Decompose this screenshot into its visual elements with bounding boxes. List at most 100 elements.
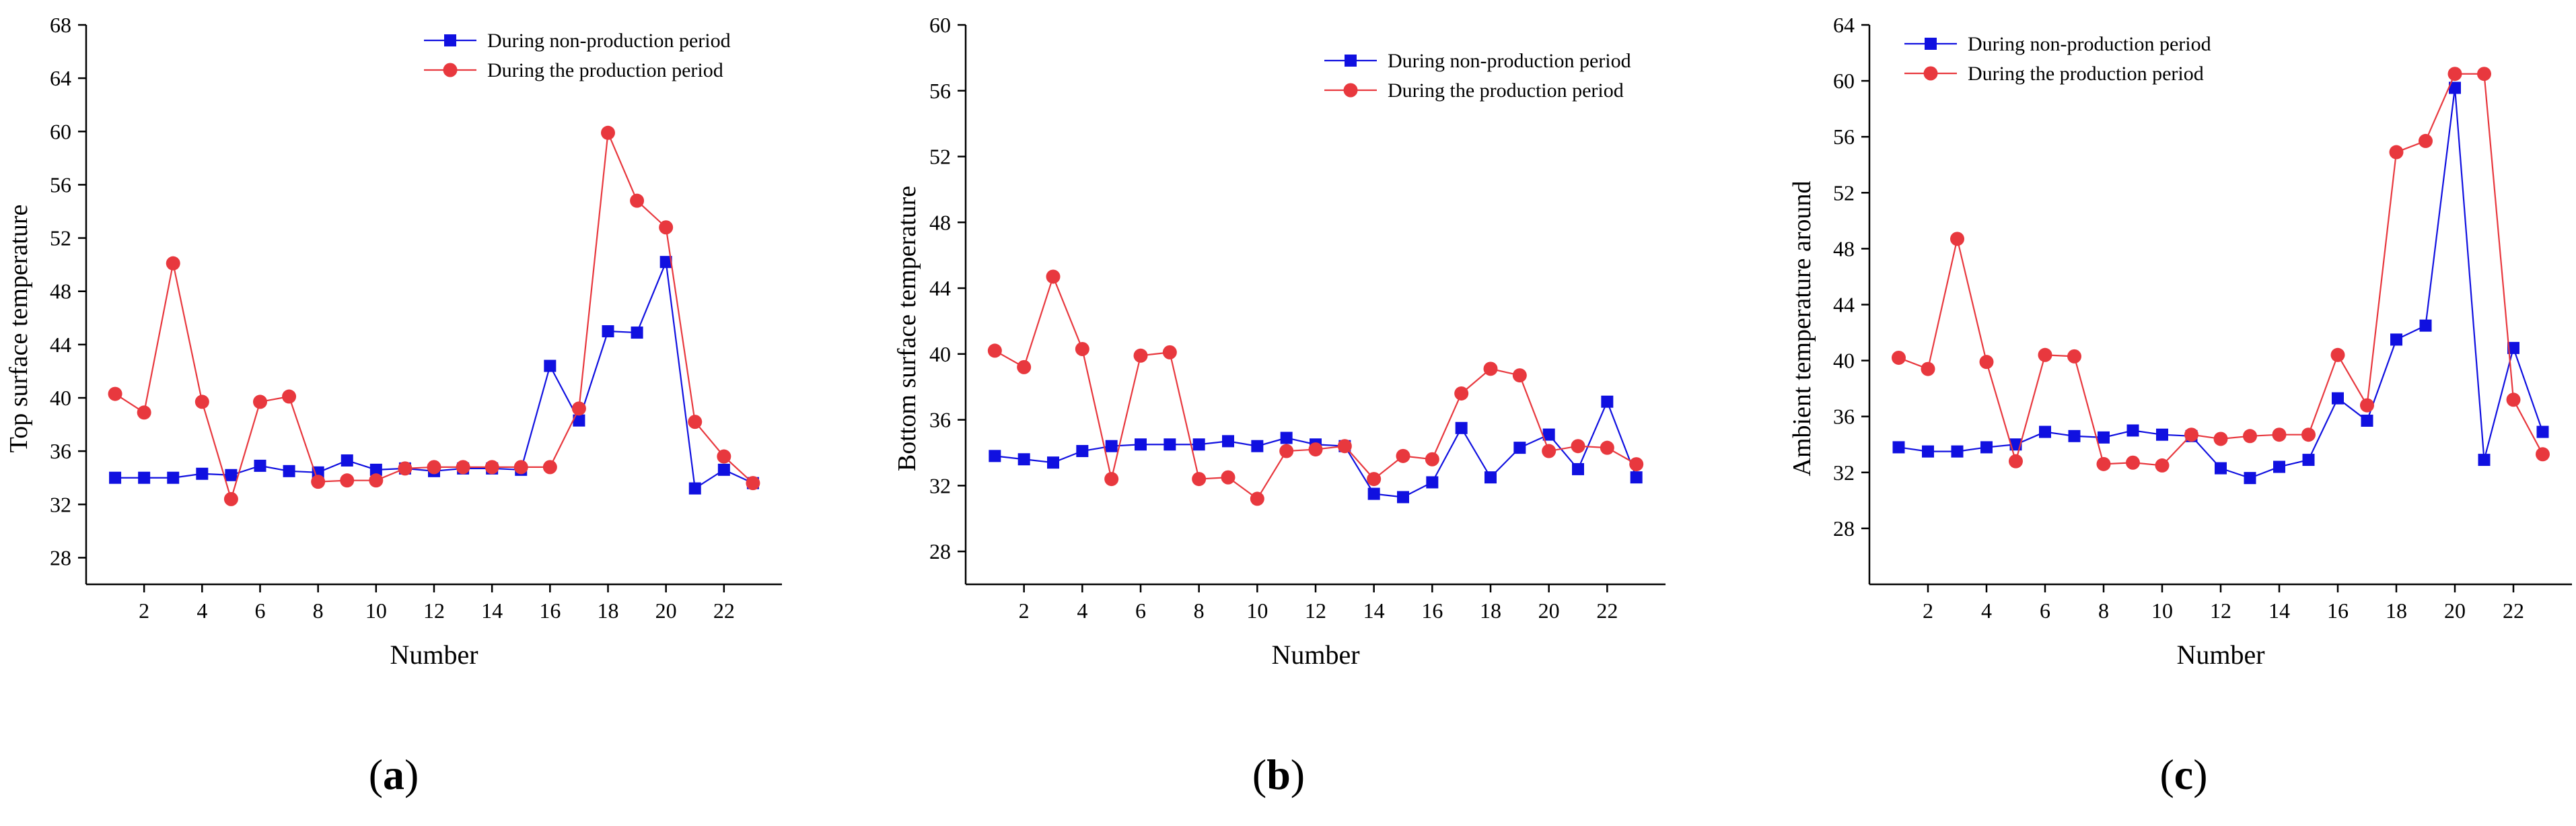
panel-c-production-point xyxy=(2272,427,2287,442)
panel-a-production-point xyxy=(688,415,703,429)
panel-c-legend-production-label: During the production period xyxy=(1968,63,2204,85)
panel-a-x-tick-label: 4 xyxy=(196,598,207,623)
panel-c-production-point xyxy=(2301,427,2316,442)
panel-a-non-production-point xyxy=(659,256,672,269)
panel-c-non-production-point xyxy=(2215,462,2227,475)
panel-c-y-tick-label: 64 xyxy=(1833,13,1855,37)
panel-c-non-production-point xyxy=(2478,454,2491,467)
panel-b-caption-letter: b xyxy=(1266,751,1291,798)
panel-a-x-tick-label: 18 xyxy=(598,598,619,623)
panel-a-production-point xyxy=(194,394,209,409)
panel-a-production-point xyxy=(108,386,122,401)
panel-b-production-point xyxy=(1542,444,1557,458)
panel-b-production-point xyxy=(1512,368,1527,383)
panel-a-x-tick-label: 16 xyxy=(539,598,561,623)
panel-c-non-production-point xyxy=(2361,414,2373,427)
panel-a-x-tick-label: 14 xyxy=(481,598,503,623)
panel-b-non-production-point xyxy=(989,450,1001,462)
panel-a-y-tick-label: 44 xyxy=(50,333,71,357)
panel-a-non-production-point xyxy=(602,325,614,338)
panel-c-legend: During non-production period During the p… xyxy=(1904,33,2211,85)
panel-a-x-tick-label: 6 xyxy=(255,598,266,623)
panel-b-non-production-point xyxy=(1367,487,1380,500)
svg-text:(a): (a) xyxy=(369,751,419,798)
panel-c-non-production-point xyxy=(2332,392,2344,405)
panel-c-non-production-point xyxy=(2419,319,2432,332)
panel-b-legend-production-marker xyxy=(1343,83,1358,98)
panel-c-production-point xyxy=(2067,349,2081,364)
panel-a-production-point xyxy=(456,460,470,475)
panel-a-y-tick-label: 36 xyxy=(50,439,71,463)
panel-c-non-production-point xyxy=(2098,431,2110,444)
panel-a-y-tick-label: 56 xyxy=(50,172,71,197)
panel-c-production-point xyxy=(1892,350,1906,365)
panel-c-non-production-point xyxy=(2273,460,2285,473)
panel-a-non-production-point xyxy=(138,471,151,484)
panel-c-x-tick-label: 16 xyxy=(2327,598,2349,623)
panel-b-production-point xyxy=(1337,439,1352,454)
panel-c-x-tick-label: 8 xyxy=(2098,598,2109,623)
panel-c-production-series-line xyxy=(1898,73,2544,467)
panel-b-production-point xyxy=(1454,386,1469,401)
panel-c-y-tick-label: 32 xyxy=(1833,460,1855,485)
panel-b-legend-non-production-marker xyxy=(1345,55,1357,67)
panel-b-caption: (b) xyxy=(1252,751,1305,798)
panel-b-production-point xyxy=(1221,470,1236,485)
panel-a-non-production-point xyxy=(225,469,238,481)
panel-a-non-production-point xyxy=(544,359,557,372)
panel-c-x-tick-label: 20 xyxy=(2444,598,2466,623)
panel-a-y-axis-title: Top surface temperature xyxy=(5,205,33,453)
panel-c-production-point xyxy=(2096,456,2111,471)
panel-c-legend-production-marker xyxy=(1923,66,1938,81)
panel-a-legend-production-marker xyxy=(443,63,458,77)
panel-a-production-point xyxy=(630,193,645,208)
svg-text:(c): (c) xyxy=(2159,751,2207,798)
panel-a-x-tick-label: 8 xyxy=(313,598,324,623)
panel-b-production-series-line xyxy=(994,274,1637,500)
panel-a-non-production-point xyxy=(369,463,382,476)
panel-b-non-production-point xyxy=(1251,440,1264,452)
panel-c-non-production-point xyxy=(2126,424,2139,437)
panel-b-x-tick-label: 6 xyxy=(1135,598,1146,623)
panel-a-non-production-point xyxy=(167,471,180,484)
panel-a-x-tick-label: 20 xyxy=(655,598,677,623)
panel-c-production-point xyxy=(2477,67,2491,81)
panel-a-non-production-point xyxy=(283,464,295,477)
panel-c-non-production-point xyxy=(2244,472,2256,485)
panel-c-y-axis-title: Ambient temperature around xyxy=(1788,181,1816,477)
panel-c-non-production-series-line xyxy=(1898,88,2544,479)
panel-c-non-production-point xyxy=(2449,81,2461,94)
panel-c-non-production-point xyxy=(1951,445,1964,458)
panel-a-production-point xyxy=(427,460,441,475)
panel-a-y-tick-label: 28 xyxy=(50,545,71,570)
panel-b-x-tick-label: 12 xyxy=(1305,598,1326,623)
panel-c-y-tick-label: 48 xyxy=(1833,236,1855,261)
panel-c-non-production-point xyxy=(2302,454,2315,467)
panel-a-y-tick-label: 64 xyxy=(50,66,71,90)
panel-c-x-tick-label: 18 xyxy=(2386,598,2407,623)
panel-a-non-production-point xyxy=(254,459,266,472)
panel-a-production-point xyxy=(282,389,297,404)
panel-a-production-point xyxy=(746,476,760,491)
panel-a-production-series-line xyxy=(114,129,754,502)
panel-b-non-production-point xyxy=(1397,491,1409,504)
panel-b-non-production-point xyxy=(1192,438,1205,451)
panel-a-non-production-point xyxy=(688,482,701,495)
svg-text:(b): (b) xyxy=(1252,751,1305,798)
panel-c-x-tick-label: 22 xyxy=(2503,598,2524,623)
panel-b-non-production-point xyxy=(1076,445,1089,458)
panel-b-non-production-point xyxy=(1542,428,1555,441)
panel-b-non-production-point xyxy=(1426,476,1439,489)
panel-c-non-production-point xyxy=(2536,425,2549,438)
panel-b-non-production-point xyxy=(1105,440,1118,452)
panel-c-production-point xyxy=(2213,432,2228,446)
panel-a-non-production-series-line xyxy=(115,259,754,490)
panel-c-caption-letter: c xyxy=(2174,751,2193,798)
panel-b-legend-production-label: During the production period xyxy=(1388,79,1624,102)
panel-c-y-tick-label: 56 xyxy=(1833,125,1855,149)
panel-c-caption: (c) xyxy=(2159,751,2207,798)
panel-b-production-point xyxy=(1133,348,1148,363)
panel-a-caption: (a) xyxy=(369,751,419,798)
panel-b-y-tick-label: 48 xyxy=(929,210,951,234)
panel-a-production-point xyxy=(311,475,326,489)
